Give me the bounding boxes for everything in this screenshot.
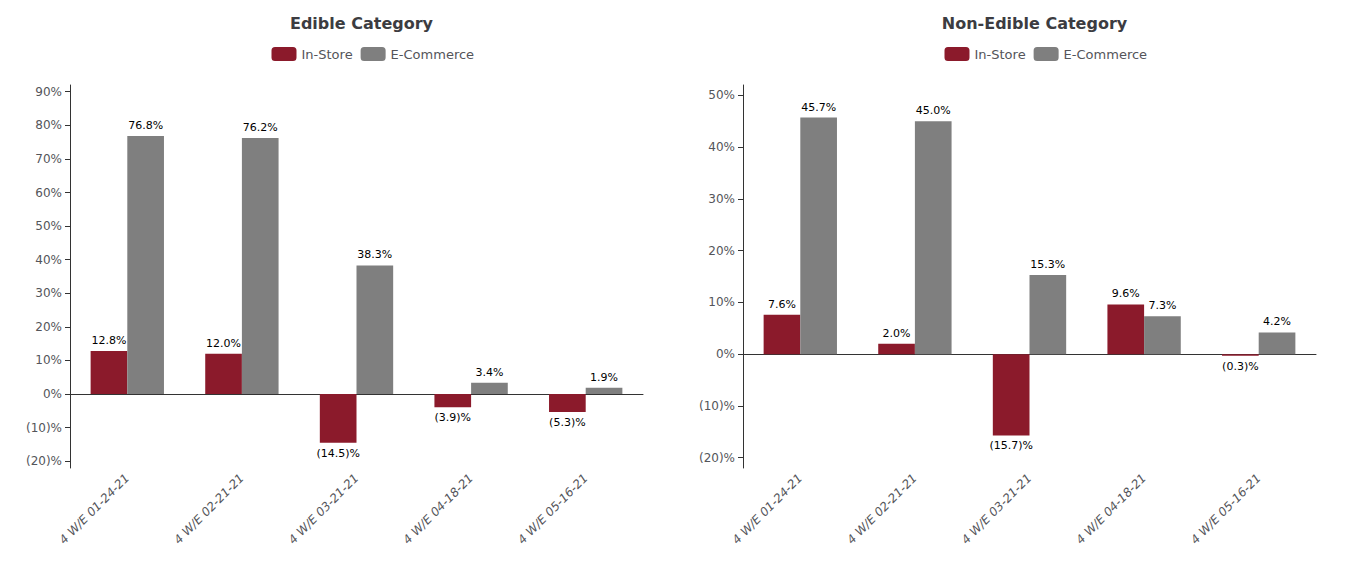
svg-text:4 W/E 03-21-21: 4 W/E 03-21-21	[286, 471, 362, 547]
svg-text:4 W/E 02-21-21: 4 W/E 02-21-21	[844, 471, 920, 547]
svg-text:4 W/E 02-21-21: 4 W/E 02-21-21	[171, 471, 247, 547]
svg-text:45.7%: 45.7%	[801, 101, 836, 114]
svg-text:50%: 50%	[35, 219, 62, 233]
svg-text:40%: 40%	[35, 253, 62, 267]
svg-text:40%: 40%	[708, 140, 735, 154]
svg-text:76.8%: 76.8%	[128, 119, 163, 132]
svg-text:10%: 10%	[35, 353, 62, 367]
svg-text:30%: 30%	[35, 286, 62, 300]
svg-text:4 W/E 03-21-21: 4 W/E 03-21-21	[959, 471, 1035, 547]
svg-text:4.2%: 4.2%	[1263, 315, 1291, 328]
svg-text:70%: 70%	[35, 152, 62, 166]
svg-text:(10)%: (10)%	[26, 421, 62, 435]
svg-text:Non-Edible Category: Non-Edible Category	[942, 14, 1128, 33]
svg-text:38.3%: 38.3%	[357, 248, 392, 261]
svg-text:(20)%: (20)%	[26, 454, 62, 468]
svg-text:(5.3)%: (5.3)%	[549, 416, 586, 429]
svg-text:12.0%: 12.0%	[206, 337, 241, 350]
svg-text:50%: 50%	[708, 88, 735, 102]
svg-text:(14.5)%: (14.5)%	[316, 447, 360, 460]
svg-text:4 W/E 01-24-21: 4 W/E 01-24-21	[730, 471, 806, 547]
svg-text:Edible Category: Edible Category	[290, 14, 434, 33]
svg-text:7.6%: 7.6%	[768, 298, 796, 311]
svg-text:4 W/E 01-24-21: 4 W/E 01-24-21	[57, 471, 133, 547]
svg-text:2.0%: 2.0%	[883, 327, 911, 340]
svg-text:90%: 90%	[35, 85, 62, 99]
svg-text:0%: 0%	[716, 347, 735, 361]
svg-text:4 W/E 04-18-21: 4 W/E 04-18-21	[400, 471, 476, 547]
svg-text:(15.7)%: (15.7)%	[989, 439, 1033, 452]
svg-text:7.3%: 7.3%	[1148, 299, 1176, 312]
svg-text:10%: 10%	[708, 295, 735, 309]
svg-text:(0.3)%: (0.3)%	[1222, 360, 1259, 373]
svg-text:E-Commerce: E-Commerce	[1064, 47, 1147, 62]
svg-text:60%: 60%	[35, 186, 62, 200]
svg-text:80%: 80%	[35, 118, 62, 132]
svg-text:(3.9)%: (3.9)%	[434, 411, 471, 424]
svg-text:4 W/E 05-16-21: 4 W/E 05-16-21	[1188, 471, 1264, 547]
svg-text:E-Commerce: E-Commerce	[391, 47, 474, 62]
svg-text:76.2%: 76.2%	[243, 121, 278, 134]
svg-text:3.4%: 3.4%	[475, 366, 503, 379]
svg-text:12.8%: 12.8%	[91, 334, 126, 347]
svg-text:20%: 20%	[35, 320, 62, 334]
svg-text:(10)%: (10)%	[699, 399, 735, 413]
svg-text:30%: 30%	[708, 192, 735, 206]
svg-text:In-Store: In-Store	[975, 47, 1026, 62]
svg-text:0%: 0%	[43, 387, 62, 401]
svg-text:9.6%: 9.6%	[1112, 287, 1140, 300]
svg-text:(20)%: (20)%	[699, 451, 735, 465]
svg-text:20%: 20%	[708, 244, 735, 258]
svg-text:In-Store: In-Store	[302, 47, 353, 62]
svg-text:45.0%: 45.0%	[916, 104, 951, 117]
svg-text:4 W/E 05-16-21: 4 W/E 05-16-21	[515, 471, 591, 547]
svg-text:4 W/E 04-18-21: 4 W/E 04-18-21	[1073, 471, 1149, 547]
svg-text:1.9%: 1.9%	[590, 371, 618, 384]
svg-text:15.3%: 15.3%	[1030, 258, 1065, 271]
